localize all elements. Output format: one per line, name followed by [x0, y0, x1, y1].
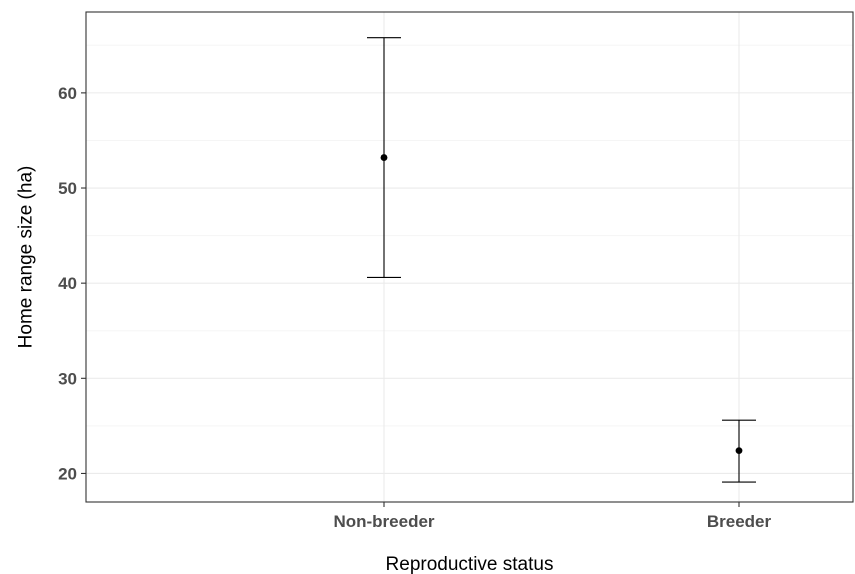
minor-gridlines	[86, 44, 853, 427]
axis-ticks	[81, 92, 740, 507]
data-point	[380, 154, 388, 161]
y-tick-label: 30	[58, 369, 77, 388]
error-bar-marks	[367, 37, 756, 483]
y-tick-labels: 20 30 40 50 60	[58, 84, 77, 484]
x-tick-labels: Non-breeder Breeder	[333, 512, 771, 531]
y-tick-label: 20	[58, 464, 77, 483]
y-tick-label: 60	[58, 84, 77, 103]
panel-border	[85, 11, 854, 503]
x-tick-label: Non-breeder	[333, 512, 434, 531]
y-tick-label: 50	[58, 179, 77, 198]
error-bar-non-breeder	[367, 37, 401, 279]
error-bar-breeder	[722, 419, 756, 483]
y-tick-label: 40	[58, 274, 77, 293]
x-axis-title: Reproductive status	[386, 554, 554, 574]
y-axis-title: Home range size (ha)	[16, 166, 37, 349]
data-point	[735, 447, 743, 455]
x-tick-label: Breeder	[707, 512, 772, 531]
